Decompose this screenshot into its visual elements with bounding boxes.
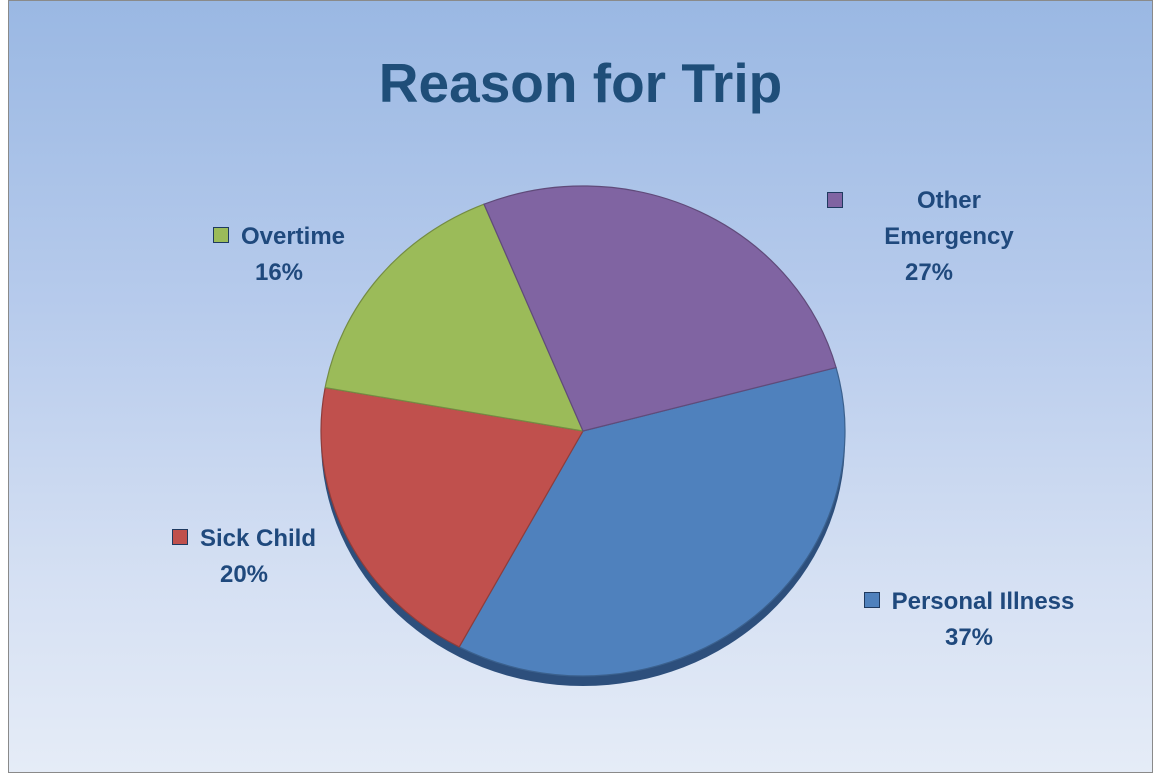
chart-area: Reason for Trip Personal Illness 37% Sic… (8, 0, 1153, 773)
chart-title: Reason for Trip (378, 52, 783, 114)
slice-name-sick-child: Sick Child (199, 525, 317, 552)
pie-slice-overtime (324, 203, 584, 432)
slice-percent-personal-illness: 37% (944, 624, 994, 651)
slice-name-other-emergency: Other Emergency (884, 187, 1014, 250)
slice-percent-other-emergency: 27% (904, 259, 954, 286)
pie-slice-personal-illness (458, 366, 846, 677)
pie-slice-sick-child (320, 386, 584, 648)
legend-key-other-emergency (827, 192, 843, 208)
slice-percent-sick-child: 20% (219, 561, 269, 588)
slice-label-overtime: Overtime 16% (189, 219, 369, 291)
slice-name-personal-illness: Personal Illness (891, 588, 1075, 615)
pie-slices (320, 185, 846, 686)
slice-percent-overtime: 16% (254, 259, 304, 286)
pie-chart (320, 185, 846, 686)
slice-name-overtime: Overtime (240, 223, 346, 250)
pie-slice-other-emergency (483, 185, 837, 432)
legend-key-personal-illness (863, 591, 880, 608)
slice-label-other-emergency: Other Emergency 27% (819, 183, 1039, 291)
legend-key-sick-child (171, 528, 188, 545)
slice-label-sick-child: Sick Child 20% (154, 521, 334, 593)
legend-key-overtime (212, 226, 229, 243)
slice-label-personal-illness: Personal Illness 37% (839, 584, 1099, 656)
